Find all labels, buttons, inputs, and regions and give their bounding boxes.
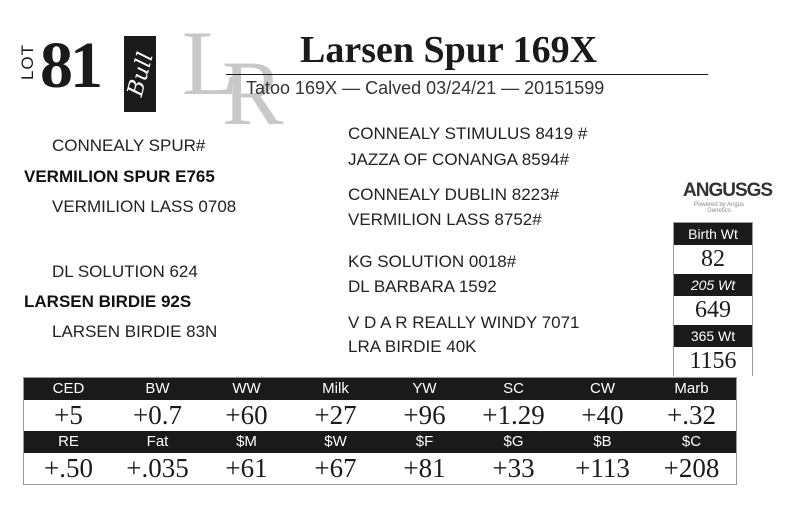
epd-header: $M [236,433,257,450]
sire-sire: CONNEALY SPUR# [52,136,206,155]
epd-value: +81 [403,453,446,483]
205-wt-value: 649 [695,297,731,323]
epd-header: WW [232,380,261,397]
epd-value-row-2: +.50 +.035 +61 +67 +81 +33 +113 +208 [24,453,736,484]
epd-header-row-1: CED BW WW Milk YW SC CW Marb [24,378,736,400]
dam: LARSEN BIRDIE 92S [24,292,192,311]
epd-value: +.50 [44,453,93,483]
dam-dam: LARSEN BIRDIE 83N [52,322,218,341]
animal-name: Larsen Spur 169X [300,29,598,71]
sex-label: Bull [123,49,159,100]
epd-value: +33 [492,453,535,483]
epd-header: Fat [146,433,169,450]
sire-dam: VERMILION LASS 0708 [52,197,237,216]
epd-value: +1.29 [482,400,545,430]
epd-value: +208 [663,453,720,483]
epd-value: +40 [581,400,624,430]
epd-value: +67 [314,453,357,483]
epd-header: $F [415,433,434,450]
sire-sire-sire: CONNEALY STIMULUS 8419 # [348,124,588,143]
sire: VERMILION SPUR E765 [24,167,215,186]
365-wt-value: 1156 [689,348,737,374]
epd-value: +27 [314,400,357,430]
epd-value: +113 [575,453,630,483]
epd-header: Milk [322,380,349,397]
epd-header: Marb [674,380,709,397]
weights-box: Birth Wt 82 205 Wt 649 365 Wt 1156 [673,222,753,376]
epd-header: CW [590,380,615,397]
sire-dam-sire: CONNEALY DUBLIN 8223# [348,185,560,204]
birth-wt-label: Birth Wt [674,223,752,245]
epd-value: +61 [225,453,268,483]
dam-sire-dam: DL BARBARA 1592 [348,277,497,296]
epd-header: RE [58,433,79,450]
epd-table: CED BW WW Milk YW SC CW Marb +5 +0.7 +60 +27 +96 +1.… [23,377,737,485]
epd-header: CED [52,380,85,397]
epd-value-row-1: +5 +0.7 +60 +27 +96 +1.29 +40 +.32 [24,400,736,431]
epd-value: +96 [403,400,446,430]
epd-value: +5 [54,400,83,430]
animal-details: Tatoo 169X — Calved 03/24/21 — 20151599 [246,78,605,98]
dam-dam-sire: V D A R REALLY WINDY 7071 [348,313,580,332]
sire-dam-dam: VERMILION LASS 8752# [348,210,542,229]
lot-number: 81 [40,29,103,102]
epd-header: $C [681,433,702,450]
epd-value: +0.7 [133,400,182,430]
epd-header: BW [145,380,170,397]
epd-header: $W [324,433,347,450]
dam-sire: DL SOLUTION 624 [52,262,198,281]
sex-badge: Bull [123,36,159,112]
epd-value: +.035 [126,453,189,483]
sire-sire-dam: JAZZA OF CONANGA 8594# [348,150,570,169]
dam-dam-dam: LRA BIRDIE 40K [348,337,477,356]
epd-header: YW [412,380,437,397]
epd-header: $G [503,433,524,450]
lot-label: LOT [18,43,37,81]
angus-logo-tagline: Powered by Angus Genetics [693,202,745,214]
epd-header-row-2: RE Fat $M $W $F $G $B $C [24,431,736,453]
birth-wt-value: 82 [701,246,725,272]
epd-header: $B [593,433,612,450]
365-wt-label: 365 Wt [674,325,752,347]
title-divider [226,74,708,75]
angus-logo-text: ANGUSGS [683,180,773,201]
epd-header: SC [503,380,524,397]
angus-gs-logo: ANGUSGS Powered by Angus Genetics [683,180,773,214]
dam-sire-sire: KG SOLUTION 0018# [348,252,517,271]
205-wt-label: 205 Wt [674,274,752,296]
epd-value: +60 [225,400,268,430]
epd-value: +.32 [667,400,716,430]
